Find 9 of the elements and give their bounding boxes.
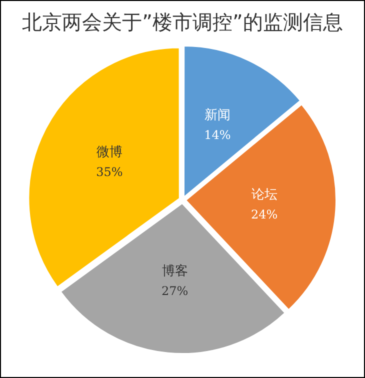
slice-label: 新闻 xyxy=(204,108,230,124)
data-label: 27% xyxy=(161,284,188,298)
data-label: 24% xyxy=(251,207,278,222)
slice-label: 博客 xyxy=(162,263,188,280)
slice-label: 论坛 xyxy=(251,188,278,203)
data-label: 35% xyxy=(96,164,123,179)
data-label: 14% xyxy=(204,128,231,142)
chart-title: 北京两会关于”楼市调控”的监测信息 xyxy=(21,9,344,36)
slice-label: 微博 xyxy=(96,145,122,160)
